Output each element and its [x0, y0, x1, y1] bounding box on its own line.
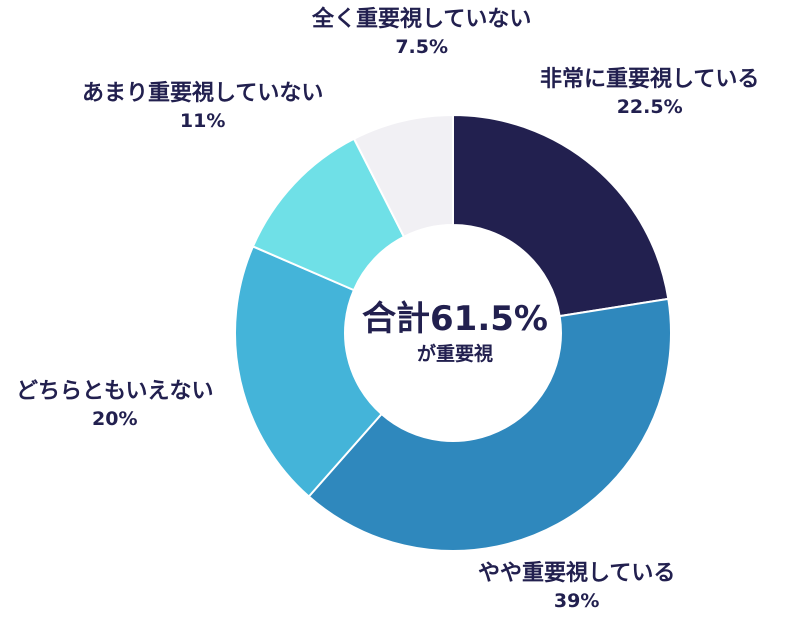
donut-center-text: 合計61.5% が重要視 — [335, 298, 575, 367]
label-very-important-value: 22.5% — [616, 95, 683, 118]
donut-slice-not-important-at-all — [352, 113, 454, 239]
center-caption: が重要視 — [416, 342, 493, 365]
label-very-important: 非常に重要視している 22.5% — [540, 66, 759, 119]
label-not-very-important-name: あまり重要視していない — [82, 81, 324, 106]
label-somewhat-important-value: 39% — [553, 589, 600, 612]
label-not-very-important-value: 11% — [179, 109, 226, 132]
label-not-important-at-all: 全く重要視していない 7.5% — [312, 6, 531, 59]
label-neutral: どちらともいえない 20% — [16, 378, 214, 431]
label-very-important-name: 非常に重要視している — [540, 67, 760, 92]
label-not-important-at-all-name: 全く重要視していない — [312, 7, 532, 32]
label-somewhat-important-name: やや重要視している — [478, 561, 676, 586]
center-total: 合計61.5% — [362, 299, 548, 339]
label-not-important-at-all-value: 7.5% — [395, 35, 449, 58]
label-not-very-important: あまり重要視していない 11% — [82, 80, 323, 133]
label-neutral-value: 20% — [92, 407, 138, 430]
donut-slice-neutral — [234, 245, 383, 498]
label-somewhat-important: やや重要視している 39% — [478, 560, 675, 613]
donut-slice-somewhat-important — [307, 297, 672, 552]
label-neutral-name: どちらともいえない — [16, 379, 214, 404]
donut-slice-very-important — [452, 113, 670, 318]
